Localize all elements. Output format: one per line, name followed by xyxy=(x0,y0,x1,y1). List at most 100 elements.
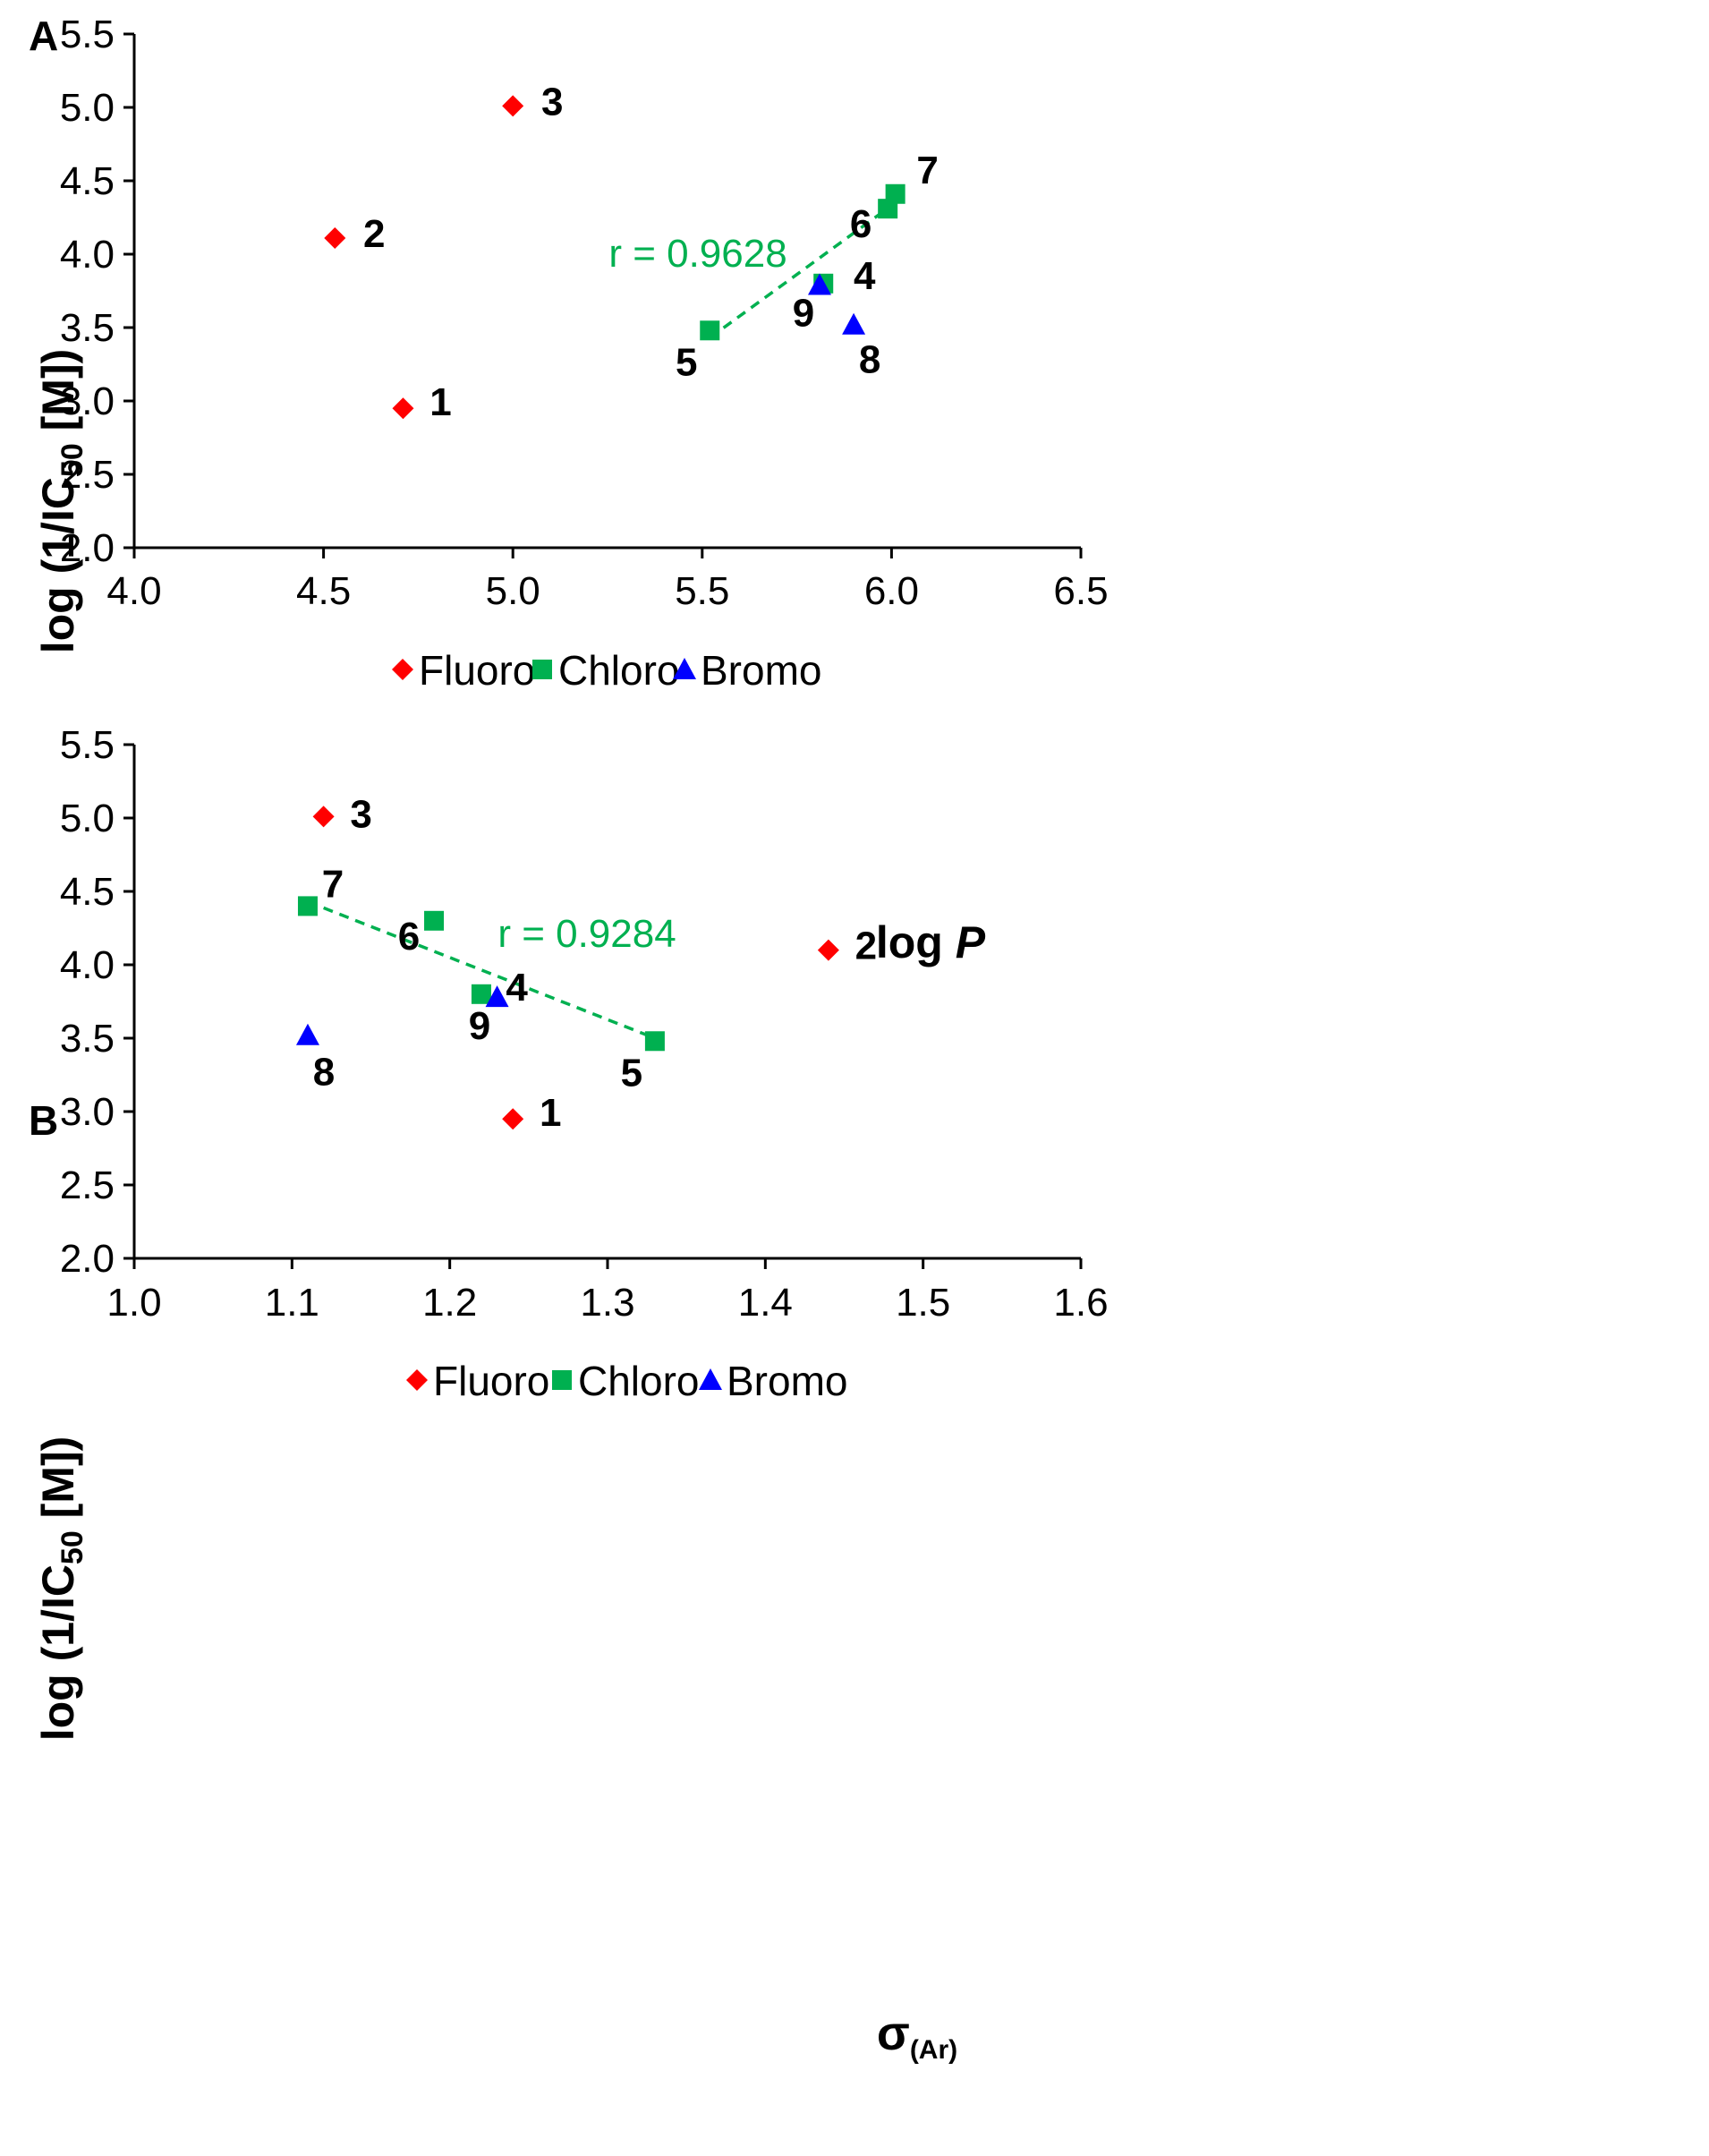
legend-label: Chloro xyxy=(578,1358,700,1404)
legend-item-chloro: Chloro xyxy=(552,1358,700,1404)
point-label: 7 xyxy=(322,862,344,906)
point-label: 8 xyxy=(313,1051,335,1095)
panel-a-letter: A xyxy=(29,13,58,59)
x-tick-label: 6.5 xyxy=(1053,569,1108,613)
panel-b-legend: Fluoro Chloro Bromo xyxy=(406,1358,847,1404)
y-tick-label: 3.5 xyxy=(60,306,115,350)
y-tick-label: 5.0 xyxy=(60,797,115,840)
point-label: 3 xyxy=(541,80,563,124)
legend-marker-fluoro xyxy=(392,659,413,680)
point-label: 5 xyxy=(621,1051,642,1095)
panel-b-x-axis-title: σ(Ar) xyxy=(877,2007,957,2065)
point-label: 3 xyxy=(350,792,371,836)
point-label: 8 xyxy=(859,338,880,382)
panel-a-x-axis-title: log P xyxy=(876,917,986,967)
panel-b: B log (1/IC50 [M]) σ(Ar) 2.0 2.5 3.0 3.5 4.0… xyxy=(29,723,1109,2065)
data-point-bromo-4 xyxy=(485,985,509,1008)
legend-marker-chloro xyxy=(552,1370,572,1390)
data-point-chloro-6 xyxy=(424,910,445,931)
y-tick-label: 5.5 xyxy=(60,723,115,767)
legend-marker-fluoro xyxy=(406,1369,428,1391)
y-tick-label: 4.5 xyxy=(60,870,115,914)
y-tick-label: 5.5 xyxy=(60,13,115,56)
legend-label: Fluoro xyxy=(433,1358,549,1404)
y-tick-label: 4.5 xyxy=(60,159,115,203)
x-tick-label: 5.0 xyxy=(486,569,540,613)
data-point-fluoro-2 xyxy=(324,226,346,249)
point-label: 2 xyxy=(855,925,877,968)
y-tick-label: 2.5 xyxy=(60,1163,115,1207)
panel-b-y-axis-title: log (1/IC50 [M]) xyxy=(33,1436,89,1742)
y-tick-label: 3.0 xyxy=(60,379,115,423)
y-tick-label: 2.0 xyxy=(60,526,115,570)
legend-item-chloro: Chloro xyxy=(532,647,680,694)
panel-b-letter: B xyxy=(29,1097,58,1144)
x-tick-label: 1.2 xyxy=(422,1281,477,1325)
legend-label: Chloro xyxy=(558,647,680,694)
svg-text:log (1/IC50 [M]): log (1/IC50 [M]) xyxy=(33,1436,89,1742)
y-tick-label: 3.5 xyxy=(60,1017,115,1061)
point-label: 2 xyxy=(363,212,385,256)
y-tick-label: 3.0 xyxy=(60,1090,115,1134)
data-point-bromo-8 xyxy=(842,312,866,335)
data-point-chloro-5 xyxy=(644,1031,665,1052)
svg-text:log (1/IC50 [M]): log (1/IC50 [M]) xyxy=(33,349,89,654)
legend-item-fluoro: Fluoro xyxy=(392,647,535,694)
y-tick-label: 2.5 xyxy=(60,453,115,497)
x-tick-label: 4.5 xyxy=(296,569,351,613)
legend-label: Bromo xyxy=(727,1358,847,1404)
x-tick-label: 1.4 xyxy=(738,1281,793,1325)
legend-marker-bromo xyxy=(673,658,696,680)
point-label: 7 xyxy=(916,149,938,192)
x-tick-label: 1.3 xyxy=(580,1281,634,1325)
data-point-fluoro-2 xyxy=(817,939,839,961)
legend-marker-bromo xyxy=(699,1368,722,1391)
point-label: 9 xyxy=(793,291,814,335)
legend-label: Bromo xyxy=(701,647,821,694)
data-point-chloro-5 xyxy=(700,320,720,341)
panel-a-y-axis-title: log (1/IC50 [M]) xyxy=(33,349,89,654)
legend-item-fluoro: Fluoro xyxy=(406,1358,549,1404)
y-tick-label: 4.0 xyxy=(60,943,115,987)
correlation-label: r = 0.9628 xyxy=(608,232,786,276)
x-tick-label: 1.0 xyxy=(106,1281,161,1325)
trendline xyxy=(709,201,897,339)
point-label: 1 xyxy=(429,380,451,424)
point-label: 4 xyxy=(506,966,528,1010)
point-label: 1 xyxy=(540,1091,561,1135)
data-point-chloro-7 xyxy=(885,183,906,204)
point-label: 6 xyxy=(850,202,872,246)
trendline xyxy=(307,899,656,1040)
legend-item-bromo: Bromo xyxy=(699,1358,847,1404)
point-label: 5 xyxy=(676,340,697,384)
panel-b-plot-area: 2.0 2.5 3.0 3.5 4.0 4.5 5.0 5.5 1.0 1.1 1.2 1.3 1.4 1… xyxy=(60,723,1109,1325)
x-tick-label: 1.1 xyxy=(265,1281,319,1325)
point-label: 4 xyxy=(854,254,876,298)
data-point-fluoro-1 xyxy=(502,1108,524,1130)
x-tick-label: 4.0 xyxy=(106,569,161,613)
x-tick-label: 5.5 xyxy=(675,569,729,613)
point-label: 6 xyxy=(398,915,420,959)
data-point-fluoro-3 xyxy=(312,805,335,828)
x-tick-label: 1.6 xyxy=(1053,1281,1108,1325)
x-tick-label: 6.0 xyxy=(864,569,919,613)
data-point-chloro-7 xyxy=(297,896,318,916)
legend-label: Fluoro xyxy=(419,647,535,694)
y-tick-label: 2.0 xyxy=(60,1237,115,1281)
data-point-fluoro-3 xyxy=(502,95,524,117)
x-tick-label: 1.5 xyxy=(896,1281,950,1325)
legend-marker-chloro xyxy=(532,660,552,679)
legend-item-bromo: Bromo xyxy=(673,647,821,694)
panel-a: A log (1/IC50 [M]) log P 2.0 2.5 3.0 3.5 4.0… xyxy=(29,13,1109,967)
point-label: 9 xyxy=(469,1004,490,1048)
correlation-label: r = 0.9284 xyxy=(497,912,676,956)
data-point-bromo-9 xyxy=(807,273,831,295)
data-point-chloro-9 xyxy=(471,984,491,1004)
data-point-fluoro-1 xyxy=(392,397,414,420)
panel-a-legend: Fluoro Chloro Bromo xyxy=(392,647,821,694)
y-tick-label: 4.0 xyxy=(60,233,115,277)
data-point-bromo-8 xyxy=(295,1023,319,1045)
panel-a-plot-area: 2.0 2.5 3.0 3.5 4.0 4.5 5.0 5.5 4.0 4.5 5.0 5.5 6.0 6… xyxy=(60,13,1109,613)
y-tick-label: 5.0 xyxy=(60,86,115,130)
